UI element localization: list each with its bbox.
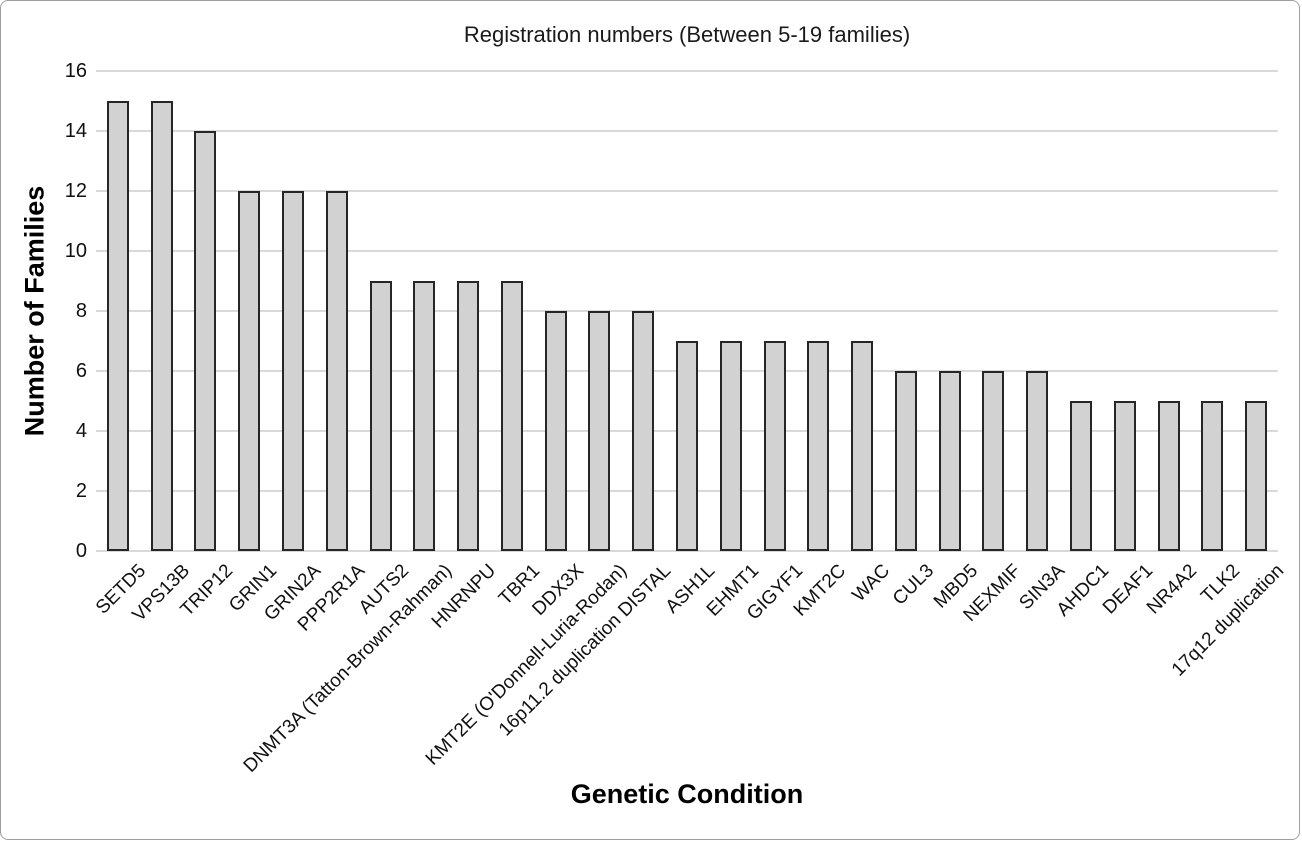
bar	[238, 191, 261, 551]
gridline	[96, 130, 1278, 132]
bar	[676, 341, 698, 551]
y-tick-label: 4	[75, 420, 87, 442]
bar	[1026, 371, 1049, 551]
bar	[894, 371, 917, 551]
bar	[1201, 401, 1224, 551]
bar	[807, 341, 830, 551]
bar	[544, 311, 567, 551]
bar	[719, 341, 742, 551]
bar	[851, 341, 874, 551]
gridline	[96, 250, 1278, 252]
gridline	[96, 550, 1278, 552]
y-tick-label: 12	[64, 180, 87, 202]
bar	[325, 191, 348, 551]
bar	[194, 131, 217, 551]
x-axis-title: Genetic Condition	[570, 779, 804, 809]
bar	[982, 371, 1005, 551]
bar	[938, 371, 961, 551]
bar	[588, 311, 611, 551]
bar	[457, 281, 480, 551]
y-tick-label: 8	[75, 300, 87, 322]
bar	[106, 101, 129, 551]
gridline	[96, 310, 1278, 312]
plot-area	[96, 70, 1278, 552]
y-tick-label: 14	[64, 120, 87, 142]
bar	[282, 191, 304, 551]
bar	[500, 281, 523, 551]
y-tick-label: 10	[64, 240, 87, 262]
y-tick-label: 0	[75, 540, 87, 562]
gridline	[96, 190, 1278, 192]
bar	[1113, 401, 1136, 551]
chart-title: Registration numbers (Between 5-19 famil…	[463, 22, 911, 47]
bar	[150, 101, 173, 551]
y-tick-label: 16	[64, 60, 87, 82]
bar	[413, 281, 436, 551]
y-tick-label: 2	[75, 480, 87, 502]
bar	[1245, 401, 1268, 551]
bar	[632, 311, 655, 551]
gridline	[96, 70, 1278, 72]
bar	[763, 341, 786, 551]
bar	[1070, 401, 1092, 551]
bar	[369, 281, 392, 551]
y-tick-label: 6	[75, 360, 87, 382]
bar	[1157, 401, 1180, 551]
